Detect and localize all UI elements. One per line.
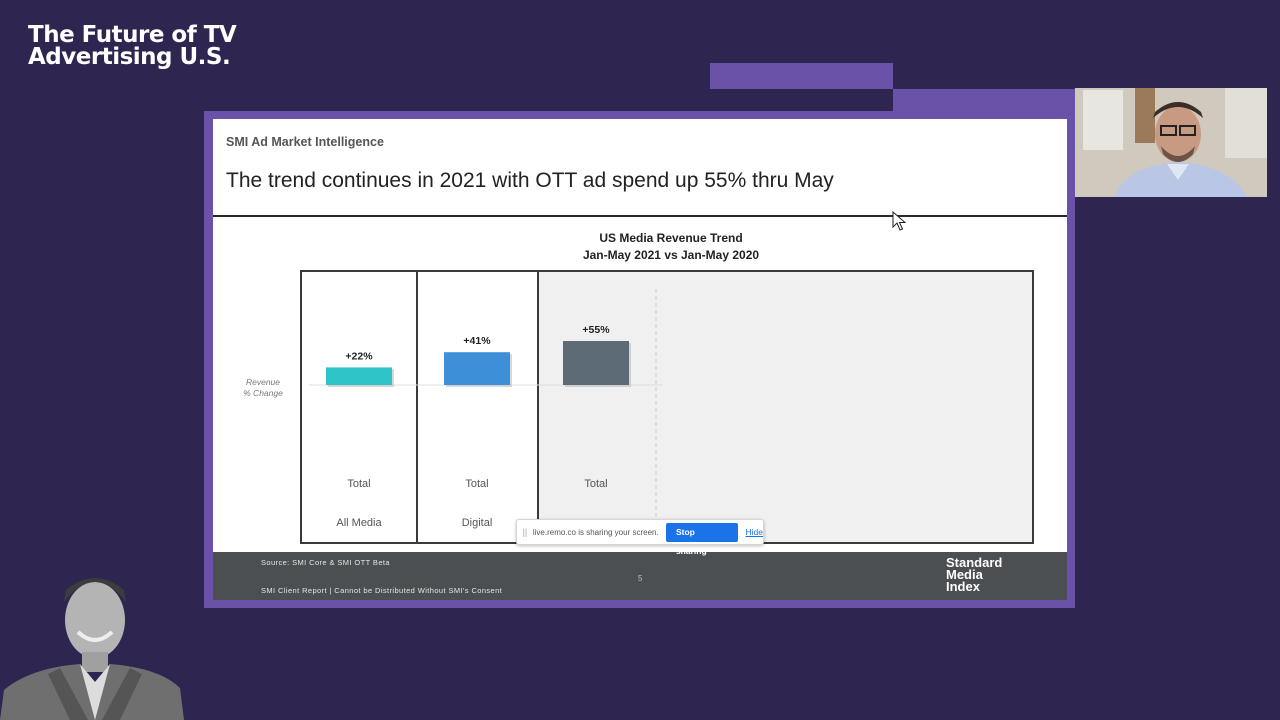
slide-brand-label: SMI Ad Market Intelligence	[226, 135, 384, 149]
bar-3	[563, 341, 629, 385]
y-axis-label: Revenue% Change	[243, 377, 283, 398]
speaker-video-top-image	[1075, 88, 1267, 197]
slide-footer: Source: SMI Core & SMI OTT Beta 5 SMI Cl…	[213, 552, 1067, 600]
chart-panel	[416, 270, 539, 544]
bar-1	[326, 367, 392, 385]
slide-heading: The trend continues in 2021 with OTT ad …	[226, 169, 834, 192]
hide-button[interactable]: Hide	[745, 527, 763, 537]
decorative-bar-upper	[710, 63, 893, 89]
chart-bars: +22% Total All Media +41% Total Digital +55% To…	[326, 324, 631, 529]
bar-data-label: +55%	[582, 324, 610, 336]
screen-share-message: live.remo.co is sharing your screen.	[532, 527, 659, 537]
category-label: Total	[465, 478, 488, 490]
speaker-video-bottom-image	[0, 560, 200, 720]
chart-panel	[300, 270, 418, 544]
chart-subtitle: Jan-May 2021 vs Jan-May 2020	[583, 248, 759, 262]
presentation-slide: SMI Ad Market Intelligence The trend con…	[213, 119, 1067, 600]
group-label: Digital	[462, 517, 493, 529]
bar-data-label: +22%	[345, 350, 373, 362]
event-title: The Future of TV Advertising U.S.	[28, 22, 237, 70]
mouse-cursor-icon	[892, 211, 906, 231]
revenue-trend-chart: US Media Revenue Trend Jan-May 2021 vs J…	[243, 231, 1034, 544]
category-label: Total	[347, 478, 370, 490]
standard-media-index-logo: Standard Media Index	[946, 555, 1003, 594]
stop-sharing-button[interactable]: Stop sharing	[665, 522, 738, 556]
chart-title: US Media Revenue Trend	[599, 231, 742, 245]
decorative-bar-lower	[893, 89, 1075, 111]
heading-divider	[213, 215, 1067, 217]
chart-panel	[537, 270, 1034, 544]
page-number: 5	[638, 574, 643, 583]
bar-2	[444, 352, 510, 385]
speaker-video-top	[1075, 88, 1267, 197]
bar-data-label: +41%	[463, 335, 491, 347]
category-label: Total	[584, 478, 607, 490]
footer-notice: SMI Client Report | Cannot be Distribute…	[261, 586, 503, 595]
ott-panel-background	[538, 271, 1033, 543]
group-label: All Media	[336, 517, 382, 529]
footer-source: Source: SMI Core & SMI OTT Beta	[261, 558, 390, 567]
grip-icon[interactable]: ||	[522, 527, 528, 537]
chart-panels	[300, 270, 1034, 544]
speaker-video-bottom	[0, 560, 200, 720]
screen-share-bar: || live.remo.co is sharing your screen. …	[516, 519, 764, 556]
